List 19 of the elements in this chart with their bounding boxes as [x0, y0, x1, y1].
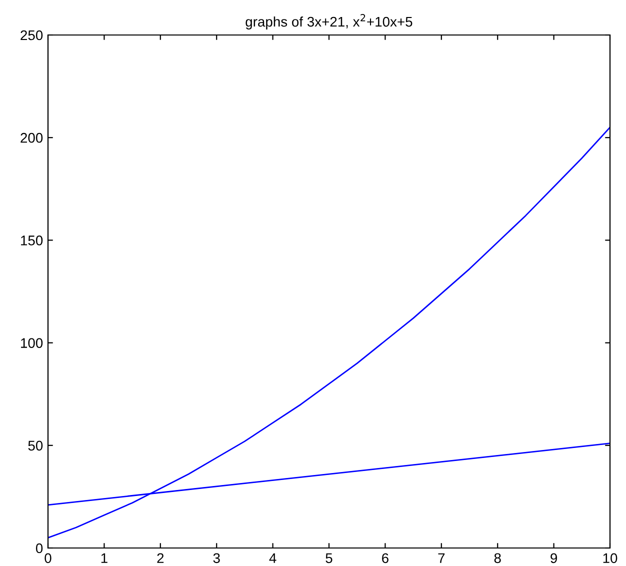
y-tick-label: 200 [20, 132, 43, 143]
y-tick-label: 100 [21, 338, 43, 348]
y-tick-label: 50 [28, 440, 43, 451]
x-tick-label: 8 [494, 553, 501, 564]
x-tick-label: 6 [382, 553, 388, 564]
x-tick-label: 2 [157, 553, 164, 563]
x-tick-label: 3 [213, 553, 220, 564]
x-tick-label: 9 [550, 553, 558, 564]
x-tick-label: 4 [269, 553, 276, 563]
x-tick-label: 5 [326, 553, 332, 564]
y-tick-label: 250 [20, 30, 43, 40]
line-series [48, 126, 610, 538]
y-tick-label: 0 [36, 543, 43, 554]
x-tick-label: 1 [101, 553, 108, 563]
y-tick-label: 150 [21, 236, 43, 246]
x-tick-label: 10 [603, 553, 618, 564]
x-tick-label: 7 [438, 553, 445, 563]
x-tick-label: 0 [44, 553, 52, 564]
chart-title: graphs of 3x+21, x$^{2}$+10x+5 [246, 14, 412, 30]
